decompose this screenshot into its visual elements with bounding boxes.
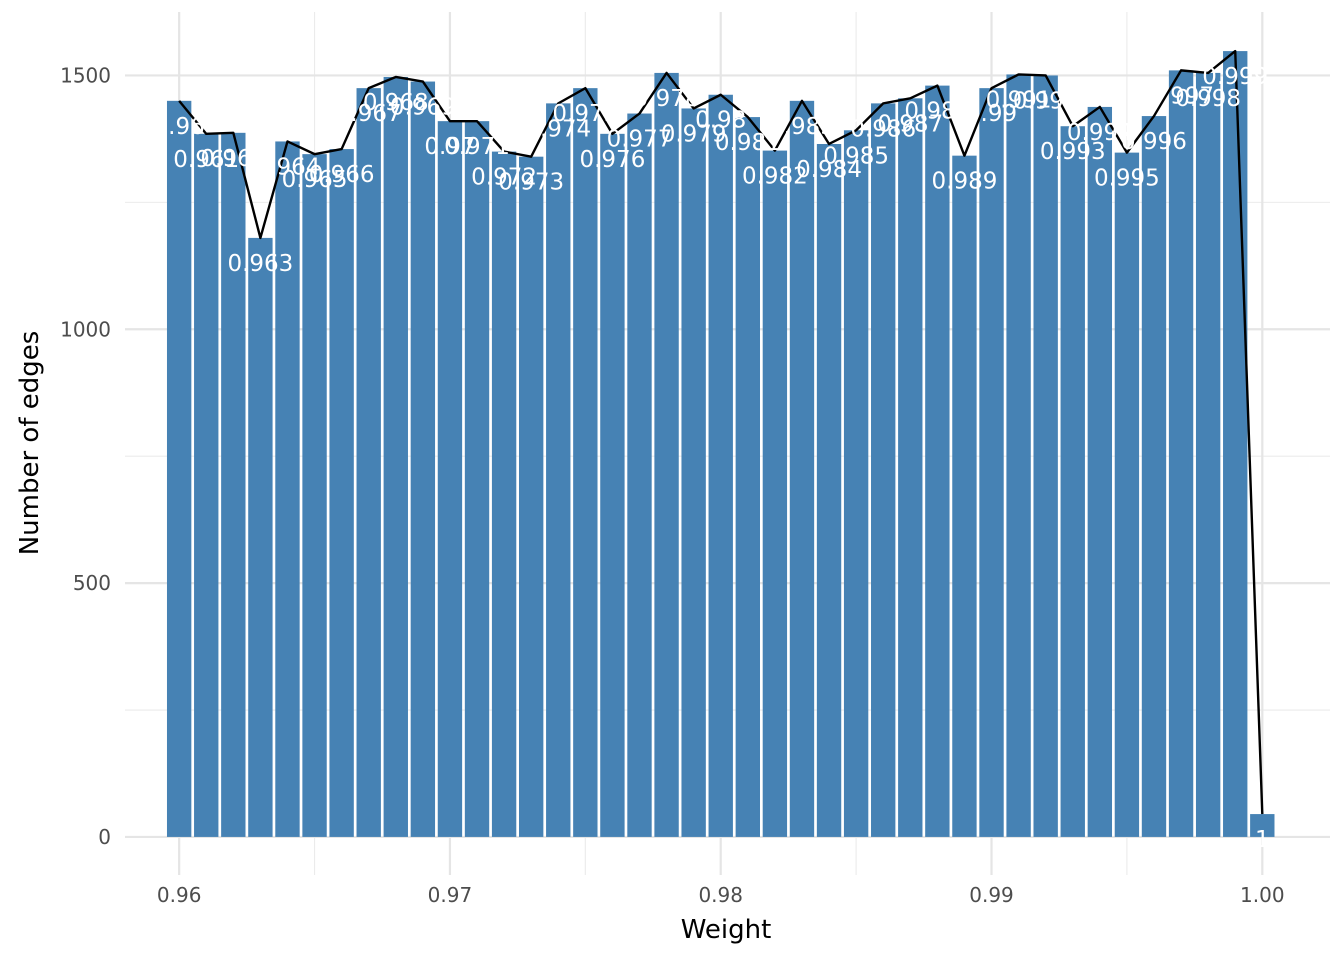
bar-label: 0.97 — [424, 134, 475, 160]
bar-label: 0.961 — [173, 147, 239, 173]
bar-label: 0.993 — [1040, 139, 1106, 165]
bar — [1114, 152, 1140, 837]
bar — [952, 155, 977, 837]
bar-label: 0.987 — [877, 111, 943, 137]
bar-label: 0.982 — [742, 164, 808, 190]
bar-label: 0.975 — [552, 101, 618, 127]
bar-label: 0.973 — [498, 170, 564, 196]
bar — [1006, 74, 1031, 837]
bar — [491, 151, 517, 837]
bar-label: 0.977 — [607, 127, 673, 153]
bar — [1250, 814, 1275, 837]
series-line — [178, 49, 1264, 815]
bar — [1087, 106, 1113, 837]
bar — [925, 85, 950, 837]
bar-label: 0.98 — [695, 108, 746, 134]
y-tick-label: 0 — [98, 825, 111, 849]
tick-labels: 0.96 0.97 0.98 0.99 1.00 0 500 1000 1500 — [60, 63, 1284, 907]
bar — [898, 98, 923, 837]
bar — [194, 133, 219, 837]
x-axis-title: Weight — [681, 915, 772, 945]
bar — [789, 100, 815, 837]
bar-label: 0.967 — [336, 101, 402, 127]
bar — [735, 117, 760, 837]
bar-label: 0.965 — [282, 167, 348, 193]
bar — [708, 94, 733, 837]
y-tick-label: 500 — [73, 571, 111, 595]
bar — [1033, 75, 1058, 837]
x-tick-label: 0.96 — [157, 883, 202, 907]
bar-label: 0.972 — [471, 165, 537, 191]
bar — [518, 156, 544, 837]
bar-label: 0.999 — [1202, 64, 1268, 90]
bar-label: 0.966 — [309, 162, 375, 188]
bar-label: 0.988 — [904, 99, 970, 125]
bar-label: 0.974 — [525, 116, 591, 142]
x-tick-label: 0.97 — [428, 883, 473, 907]
bar — [681, 108, 706, 837]
bar-label: 0.978 — [634, 86, 700, 112]
y-axis-title: Number of edges — [15, 331, 45, 556]
frequency-line — [178, 49, 1264, 815]
bar-label: 0.984 — [796, 157, 862, 183]
bar — [1195, 72, 1221, 837]
bar-label: 0.996 — [1121, 129, 1187, 155]
bar-label: 0.962 — [200, 146, 266, 172]
x-tick-label: 0.99 — [969, 883, 1014, 907]
y-tick-label: 1500 — [60, 63, 111, 87]
bar-label: 0.968 — [363, 90, 429, 116]
bar — [1141, 116, 1167, 837]
bar-label: 0.979 — [661, 121, 727, 147]
bar-label: 0.998 — [1175, 86, 1241, 112]
bar — [356, 88, 381, 837]
bar-label: 0.991 — [986, 87, 1052, 113]
bar-label: 0.985 — [823, 143, 889, 169]
bar — [221, 132, 246, 837]
y-tick-label: 1000 — [60, 317, 111, 341]
bar — [464, 121, 490, 837]
bar-label: 0.986 — [850, 116, 916, 142]
bar — [302, 154, 327, 837]
bar-label: 0.983 — [769, 114, 835, 140]
bar — [843, 130, 869, 837]
bar — [871, 103, 896, 837]
bar — [762, 150, 788, 837]
bar-label: 0.963 — [227, 251, 293, 277]
bar — [979, 88, 1004, 837]
bar-label: 0.989 — [932, 169, 998, 195]
bar — [437, 121, 463, 837]
bar-label: 0.96 — [154, 114, 205, 140]
bars — [166, 51, 1275, 837]
bar — [275, 141, 300, 837]
bar-labels: 0.960.9610.9620.9630.9640.9650.9660.9670… — [154, 64, 1270, 853]
bar — [1060, 126, 1085, 837]
bar-label: 0.981 — [715, 130, 781, 156]
bar — [329, 149, 354, 837]
bar — [410, 81, 436, 837]
bar-label: 1 — [1255, 827, 1270, 853]
bar-label: 0.994 — [1067, 120, 1133, 146]
x-tick-label: 1.00 — [1240, 883, 1285, 907]
bar — [248, 237, 273, 837]
bar — [600, 133, 625, 837]
bar-label: 0.99 — [966, 101, 1017, 127]
bar-label: 0.995 — [1094, 166, 1160, 192]
bar-label: 0.964 — [255, 154, 321, 180]
bar — [1223, 51, 1248, 837]
bar — [816, 143, 842, 837]
bar — [1168, 70, 1194, 837]
bar — [166, 100, 192, 837]
x-tick-label: 0.98 — [698, 883, 743, 907]
bar — [383, 76, 408, 837]
bar-label: 0.997 — [1148, 83, 1214, 109]
bar-label: 0.971 — [444, 134, 510, 160]
bar — [573, 88, 598, 837]
bar-label: 0.976 — [579, 147, 645, 173]
bar — [627, 113, 652, 837]
bar-label: 0.992 — [1013, 88, 1079, 114]
bar — [546, 103, 571, 837]
bar — [654, 72, 679, 837]
bar-label: 0.969 — [390, 95, 456, 121]
